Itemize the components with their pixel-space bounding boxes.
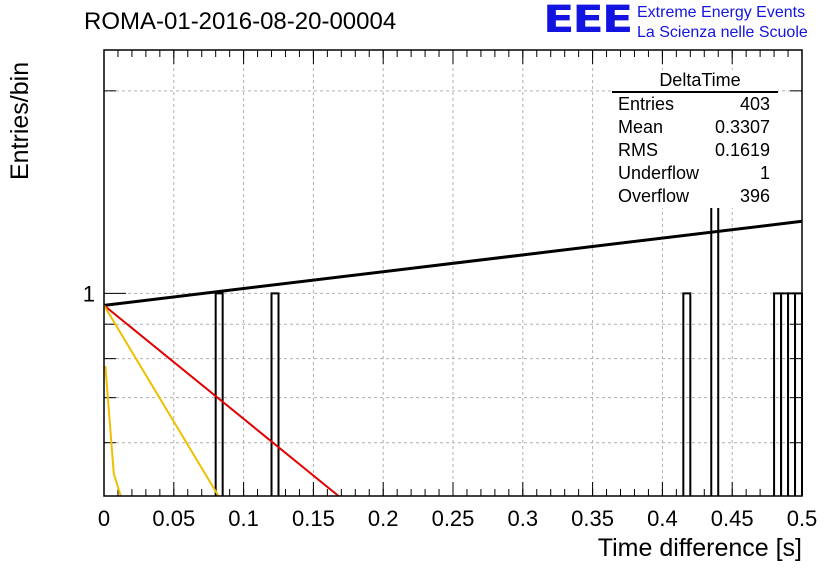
logo-tagline-1: Extreme Energy Events xyxy=(637,4,806,21)
fit-line xyxy=(103,219,803,307)
histogram-bin xyxy=(682,292,692,496)
stats-value: 1 xyxy=(759,163,770,183)
stats-row-mean: Mean 0.3307 xyxy=(612,116,778,139)
stats-row-rms: RMS 0.1619 xyxy=(612,139,778,162)
plot-frame xyxy=(103,49,803,497)
stats-row-overflow: Overflow 396 xyxy=(612,185,778,208)
eee-logo: EEE xyxy=(543,0,633,41)
fit-line xyxy=(104,365,122,497)
x-axis-label: Time difference [s] xyxy=(597,534,802,562)
stats-title: DeltaTime xyxy=(612,70,778,93)
histogram-bin xyxy=(214,292,224,496)
x-tick-label: 0.3 xyxy=(508,506,539,531)
stats-value: 0.1619 xyxy=(714,140,770,160)
stats-label: RMS xyxy=(618,140,658,160)
x-tick-label: 0.15 xyxy=(292,506,335,531)
x-tick-label: 0.1 xyxy=(228,506,259,531)
stats-row-entries: Entries 403 xyxy=(612,93,778,116)
x-tick-label: 0.25 xyxy=(432,506,475,531)
logo-tagline-2: La Scienza nelle Scuole xyxy=(637,24,808,41)
y-tick-label: 1 xyxy=(83,281,95,306)
x-tick-label: 0 xyxy=(98,506,110,531)
x-tick-label: 0.05 xyxy=(152,506,195,531)
stats-label: Overflow xyxy=(618,186,690,206)
y-axis-label: Entries/bin xyxy=(6,61,34,180)
chart-title: ROMA-01-2016-08-20-00004 xyxy=(84,8,397,35)
stats-value: 0.3307 xyxy=(714,117,770,137)
stats-label: Underflow xyxy=(618,163,700,183)
stats-value: 403 xyxy=(739,94,770,114)
fit-line xyxy=(103,304,220,497)
fit-line xyxy=(103,304,340,497)
stats-box: DeltaTime Entries 403 Mean 0.3307 RMS 0.… xyxy=(612,70,778,208)
x-tick-label: 0.2 xyxy=(368,506,399,531)
x-tick-label: 0.45 xyxy=(711,506,754,531)
x-tick-label: 0.5 xyxy=(787,506,818,531)
stats-row-underflow: Underflow 1 xyxy=(612,162,778,185)
stats-label: Mean xyxy=(618,117,664,137)
x-tick-label: 0.35 xyxy=(571,506,614,531)
x-tick-label: 0.4 xyxy=(647,506,678,531)
histogram-bin xyxy=(270,292,280,496)
stats-value: 396 xyxy=(739,186,770,206)
stats-label: Entries xyxy=(618,94,675,114)
